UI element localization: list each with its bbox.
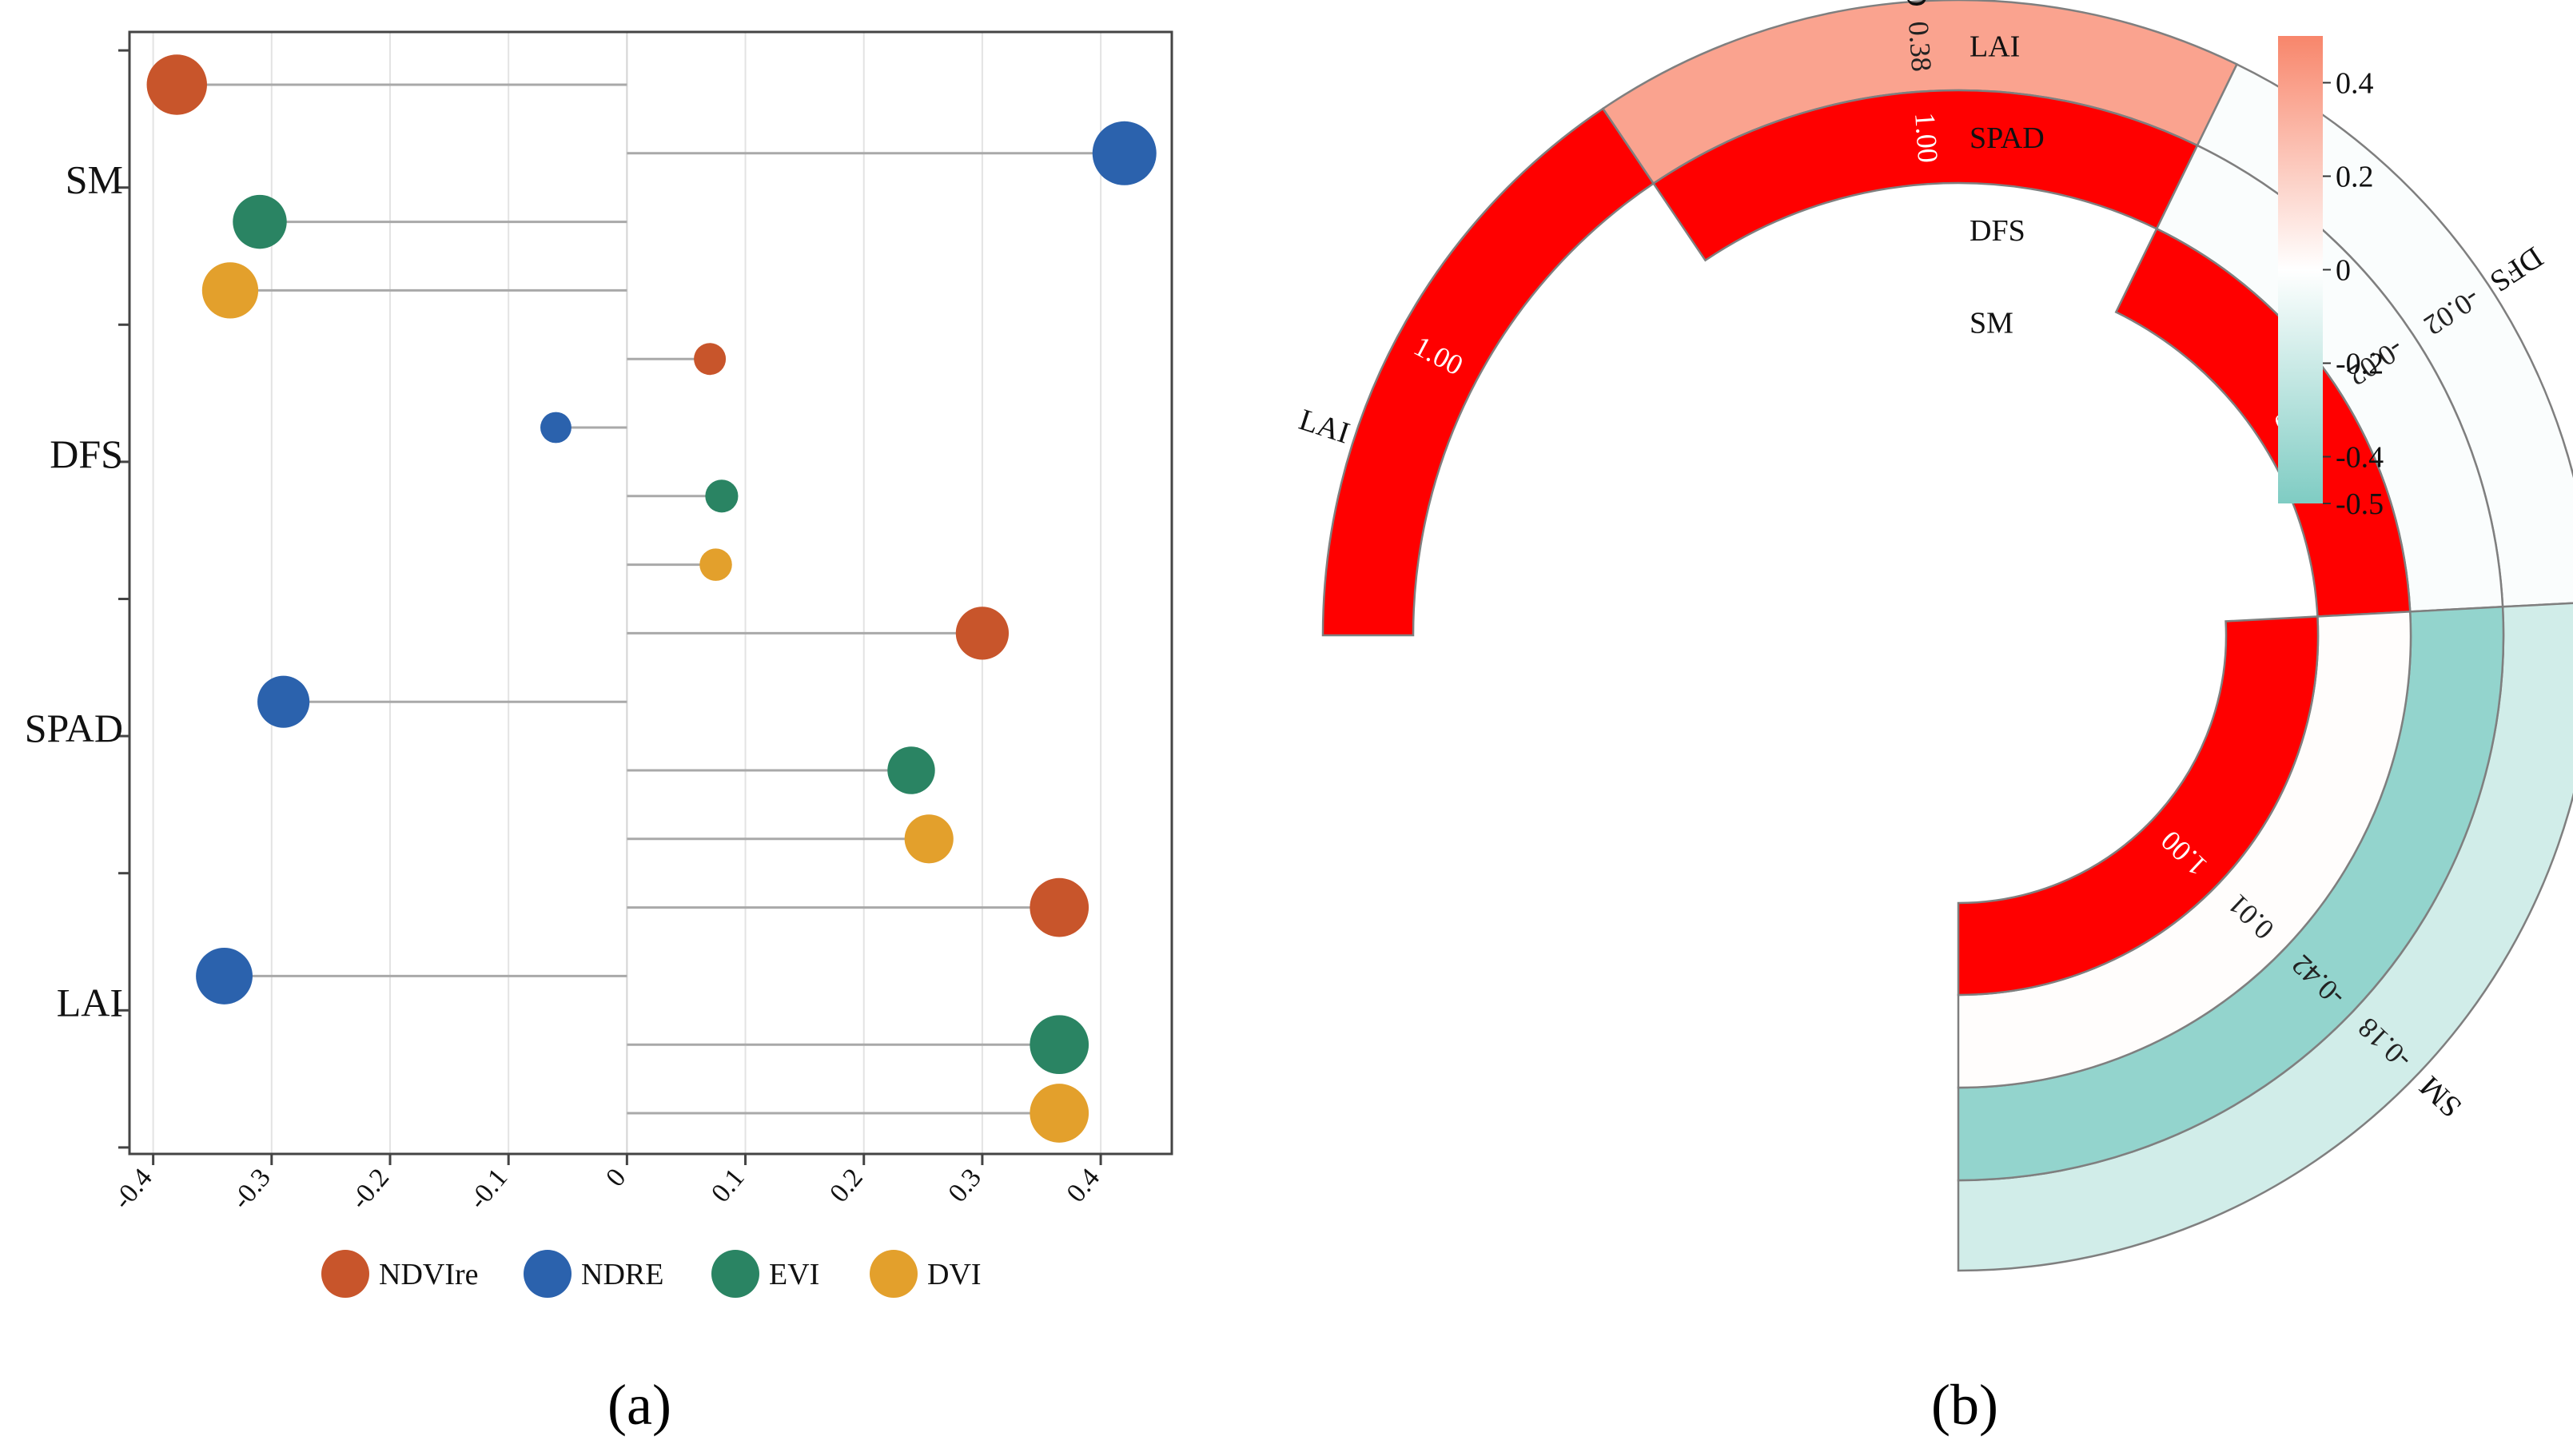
- corr-cell-lai-lai: [1321, 107, 1655, 637]
- x-tick-label: -0.1: [463, 1163, 513, 1215]
- x-tick-label: -0.4: [108, 1163, 158, 1215]
- lollipop-dot-spad-ndre: [257, 675, 310, 728]
- lollipop-dot-dfs-evi: [705, 479, 739, 513]
- legend-label-dvi: DVI: [927, 1258, 982, 1291]
- ring-label-spad: SPAD: [1970, 121, 2045, 155]
- lollipop-dot-dfs-ndre: [540, 412, 572, 444]
- column-label-dfs: DFS: [2483, 240, 2548, 299]
- legend-label-ndre: NDRE: [581, 1258, 663, 1291]
- x-tick-label: 0.1: [706, 1163, 751, 1207]
- corr-label-spad-spad: 1.00: [1909, 111, 1944, 164]
- lollipop-dot-dfs-dvi: [699, 548, 732, 581]
- legend-marker-ndre: [524, 1250, 572, 1298]
- lollipop-dot-spad-ndvire: [955, 607, 1010, 660]
- legend: NDVIre NDRE EVI DVI: [321, 1250, 982, 1298]
- panel-label-a: (a): [607, 1373, 671, 1437]
- column-label-spad: SPAD: [1895, 0, 1934, 8]
- colorbar-tick-label: -0.4: [2336, 441, 2384, 475]
- legend-marker-ndvire: [321, 1250, 369, 1298]
- ring-label-dfs: DFS: [1970, 214, 2025, 248]
- corr-label-lai-spad: 0.38: [1902, 20, 1938, 73]
- lollipop-dot-dfs-ndvire: [694, 343, 727, 376]
- y-label-lai: LAI: [57, 980, 123, 1024]
- colorbar-tick-label: 0.2: [2336, 161, 2374, 194]
- lollipop-dot-lai-evi: [1030, 1015, 1089, 1075]
- colorbar-bar: [2278, 36, 2323, 503]
- colorbar-tick-label: 0: [2336, 254, 2351, 288]
- colorbar-tick-label: 0.4: [2336, 67, 2374, 101]
- lollipop-dot-lai-ndvire: [1030, 877, 1089, 937]
- ring-label-lai: LAI: [1970, 30, 2020, 64]
- ring-label-sm: SM: [1970, 307, 2013, 340]
- lollipop-dot-spad-evi: [887, 746, 935, 794]
- colorbar: 0.4 0.2 0 -0.2 -0.4 -0.5: [2278, 36, 2384, 521]
- plot-frame: [128, 30, 1173, 1156]
- lollipop-dot-sm-ndre: [1092, 121, 1157, 185]
- legend-marker-evi: [711, 1250, 759, 1298]
- x-tick-label: 0: [600, 1163, 631, 1192]
- corr-cell-sm-sm: [1957, 615, 2320, 997]
- x-tick-label: 0.3: [942, 1163, 987, 1207]
- x-tick-label: 0.4: [1061, 1163, 1106, 1207]
- circular-correlation-chart: 1.000.38-0.02-0.181.00-0.02-0.421.000.01…: [1295, 0, 2573, 1272]
- lollipop-chart: SM DFS SPAD LAI -0.4 -0.3 -0.2 -0.1 0 0.1 0.2 0.3 0.…: [25, 30, 1173, 1215]
- colorbar-tick-label: -0.2: [2336, 348, 2384, 381]
- x-tick-label: 0.2: [824, 1163, 869, 1207]
- colorbar-tick-label: -0.5: [2336, 487, 2384, 521]
- lollipop-dot-lai-ndre: [196, 947, 253, 1004]
- column-label-sm: SM: [2413, 1069, 2468, 1124]
- y-label-sm: SM: [66, 157, 123, 202]
- lollipop-dot-sm-dvi: [201, 262, 259, 319]
- y-label-dfs: DFS: [50, 432, 123, 476]
- panel-label-b: (b): [1931, 1373, 1998, 1437]
- legend-marker-dvi: [870, 1250, 918, 1298]
- y-label-spad: SPAD: [25, 706, 123, 750]
- column-label-lai: LAI: [1295, 403, 1353, 451]
- legend-label-evi: EVI: [769, 1258, 819, 1291]
- lollipop-dot-spad-dvi: [904, 814, 954, 864]
- x-tick-label: -0.3: [226, 1163, 277, 1215]
- x-tick-label: -0.2: [345, 1163, 395, 1215]
- lollipop-dot-sm-evi: [233, 194, 287, 249]
- legend-label-ndvire: NDVIre: [379, 1258, 479, 1291]
- lollipop-dot-lai-dvi: [1030, 1084, 1089, 1143]
- lollipop-dot-sm-ndvire: [146, 54, 207, 115]
